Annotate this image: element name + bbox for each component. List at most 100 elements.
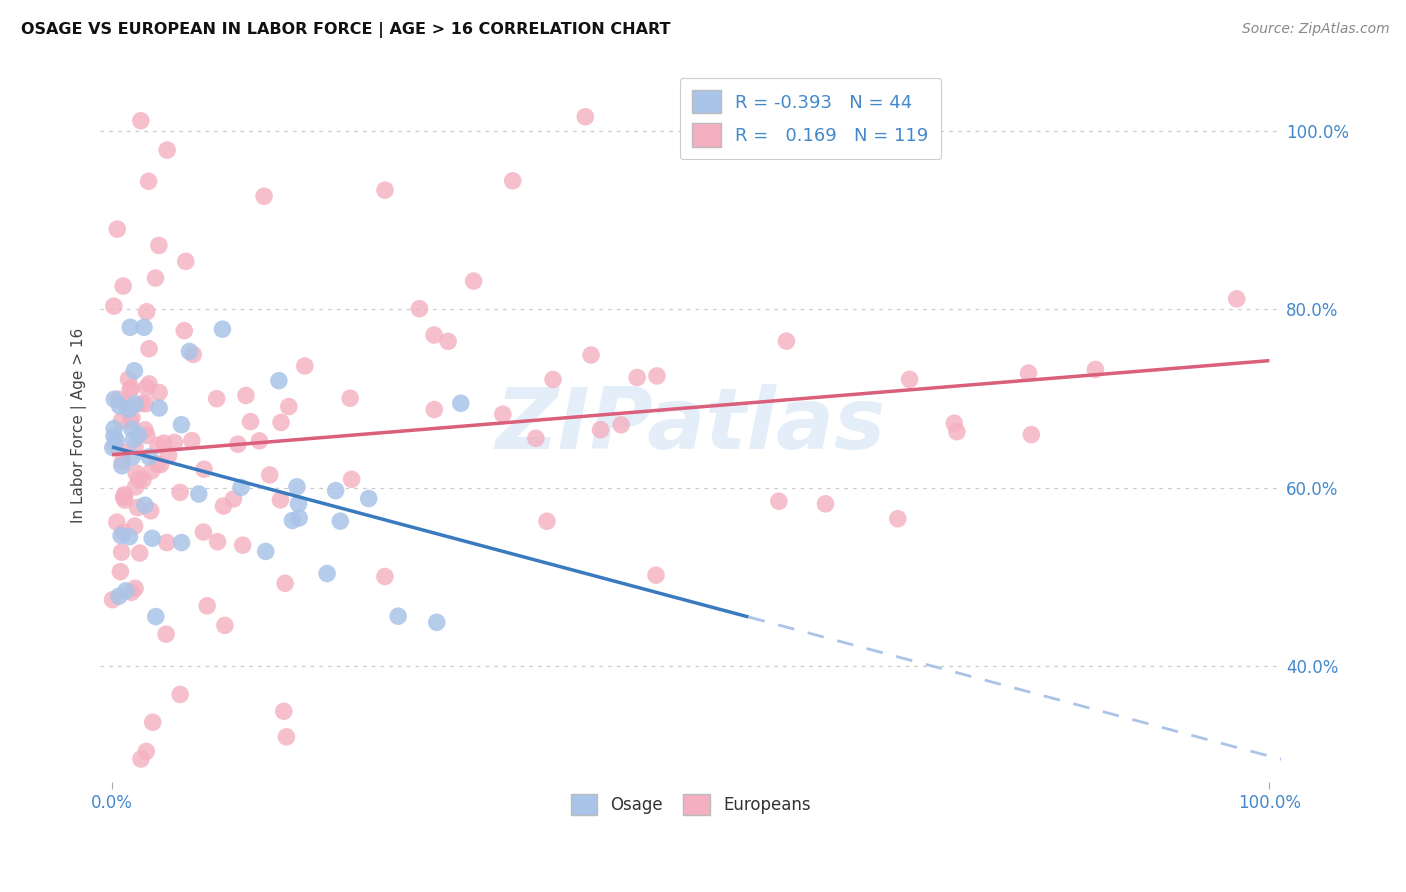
Point — [105, 434, 128, 448]
Point — [120, 383, 142, 397]
Point — [108, 589, 131, 603]
Point — [120, 381, 142, 395]
Point — [120, 415, 142, 429]
Point — [125, 466, 148, 480]
Point — [195, 599, 218, 613]
Point — [193, 462, 215, 476]
Point — [1226, 292, 1249, 306]
Point — [146, 457, 169, 471]
Point — [135, 305, 157, 319]
Point — [170, 535, 193, 549]
Point — [124, 480, 146, 494]
Point — [229, 481, 252, 495]
Point — [103, 421, 125, 435]
Point — [117, 372, 139, 386]
Point — [239, 415, 262, 429]
Point — [156, 535, 179, 549]
Point — [128, 546, 150, 560]
Point — [134, 423, 156, 437]
Point — [169, 688, 191, 702]
Point — [579, 348, 602, 362]
Point — [180, 434, 202, 448]
Point — [222, 491, 245, 506]
Point — [138, 376, 160, 391]
Point — [112, 279, 135, 293]
Point — [1019, 427, 1042, 442]
Point — [111, 444, 134, 458]
Point — [134, 498, 156, 512]
Point — [112, 490, 135, 504]
Point — [120, 320, 142, 334]
Point — [450, 396, 472, 410]
Point — [114, 488, 136, 502]
Point — [193, 524, 215, 539]
Point — [105, 515, 128, 529]
Point — [267, 374, 290, 388]
Point — [115, 583, 138, 598]
Point — [124, 582, 146, 596]
Point — [111, 458, 134, 473]
Point — [281, 514, 304, 528]
Point — [111, 455, 134, 469]
Point — [294, 359, 316, 373]
Point — [316, 566, 339, 581]
Point — [124, 397, 146, 411]
Point — [149, 458, 172, 472]
Point — [768, 494, 790, 508]
Point — [156, 143, 179, 157]
Point — [110, 528, 132, 542]
Text: OSAGE VS EUROPEAN IN LABOR FORCE | AGE > 16 CORRELATION CHART: OSAGE VS EUROPEAN IN LABOR FORCE | AGE >… — [21, 22, 671, 38]
Point — [103, 299, 125, 313]
Point — [374, 569, 396, 583]
Point — [814, 497, 837, 511]
Point — [249, 434, 271, 448]
Point — [329, 514, 352, 528]
Point — [269, 492, 291, 507]
Point — [135, 428, 157, 442]
Point — [339, 391, 361, 405]
Point — [104, 438, 127, 452]
Point — [626, 370, 648, 384]
Point — [148, 401, 170, 415]
Point — [181, 347, 204, 361]
Point — [235, 388, 257, 402]
Point — [187, 487, 209, 501]
Point — [357, 491, 380, 506]
Point — [108, 399, 131, 413]
Point — [211, 322, 233, 336]
Point — [374, 183, 396, 197]
Point — [128, 428, 150, 442]
Point — [114, 493, 136, 508]
Point — [103, 429, 125, 443]
Point — [502, 174, 524, 188]
Point — [287, 497, 309, 511]
Point — [1084, 362, 1107, 376]
Point — [169, 485, 191, 500]
Point — [148, 238, 170, 252]
Point — [163, 435, 186, 450]
Point — [141, 531, 163, 545]
Point — [645, 568, 668, 582]
Point — [122, 433, 145, 447]
Point — [101, 441, 124, 455]
Text: Source: ZipAtlas.com: Source: ZipAtlas.com — [1241, 22, 1389, 37]
Point — [524, 431, 547, 445]
Point — [148, 385, 170, 400]
Point — [127, 500, 149, 515]
Point — [174, 254, 197, 268]
Point — [589, 423, 612, 437]
Point — [387, 609, 409, 624]
Point — [408, 301, 430, 316]
Point — [153, 436, 176, 450]
Point — [205, 392, 228, 406]
Point — [492, 407, 515, 421]
Point — [610, 417, 633, 432]
Point — [270, 416, 292, 430]
Point — [128, 472, 150, 486]
Point — [145, 271, 167, 285]
Point — [277, 400, 299, 414]
Point — [155, 627, 177, 641]
Point — [273, 704, 295, 718]
Point — [212, 499, 235, 513]
Point — [574, 110, 596, 124]
